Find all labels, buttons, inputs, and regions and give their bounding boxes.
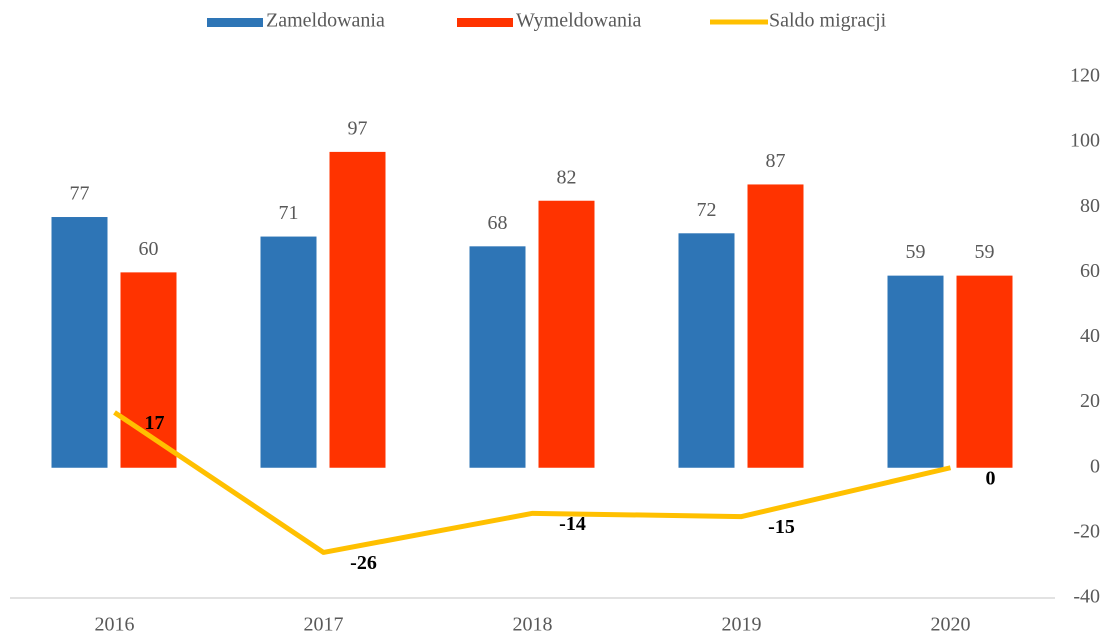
x-tick-label: 2019 — [722, 614, 762, 636]
x-tick-label: 2020 — [931, 614, 971, 636]
line-value-label: 0 — [986, 467, 996, 489]
bar — [260, 236, 317, 468]
y-tick-label: 60 — [1080, 260, 1100, 282]
bar — [747, 184, 804, 468]
y-tick-label: 80 — [1080, 195, 1100, 217]
bar-value-label: 72 — [697, 199, 717, 221]
legend-swatch — [457, 18, 513, 27]
y-tick-label: 0 — [1090, 455, 1100, 477]
y-tick-label: 100 — [1070, 130, 1100, 152]
legend-label: Wymeldowania — [516, 10, 642, 32]
y-tick-label: -40 — [1073, 586, 1100, 608]
line — [113, 410, 952, 555]
line-value-label: 17 — [145, 412, 165, 434]
bar-value-label: 68 — [488, 212, 508, 234]
bar-value-label: 71 — [279, 202, 299, 224]
bar-value-label: 59 — [906, 241, 926, 263]
bar — [329, 151, 386, 468]
bar-value-label: 77 — [70, 183, 90, 205]
bar — [120, 272, 177, 468]
bar — [956, 275, 1013, 468]
bar-value-label: 97 — [348, 117, 368, 139]
legend-swatch — [207, 18, 263, 27]
line-value-label: -15 — [768, 516, 795, 538]
legend-label: Saldo migracji — [769, 10, 887, 32]
bar-value-label: 59 — [975, 241, 995, 263]
x-tick-label: 2017 — [304, 614, 344, 636]
bar — [538, 200, 595, 468]
y-tick-label: 20 — [1080, 390, 1100, 412]
legend-label: Zameldowania — [266, 10, 385, 32]
y-tick-label: 40 — [1080, 325, 1100, 347]
x-tick-label: 2016 — [95, 614, 135, 636]
bar — [469, 246, 526, 468]
bar — [51, 217, 108, 468]
line-value-label: -14 — [559, 513, 586, 535]
bar — [887, 275, 944, 468]
bar — [678, 233, 735, 468]
bar-value-label: 60 — [139, 238, 159, 260]
x-tick-label: 2018 — [513, 614, 553, 636]
y-tick-label: 120 — [1070, 65, 1100, 87]
bar-value-label: 87 — [766, 150, 786, 172]
y-tick-label: -20 — [1073, 520, 1100, 542]
line-value-label: -26 — [350, 552, 377, 574]
bar-value-label: 82 — [557, 166, 577, 188]
